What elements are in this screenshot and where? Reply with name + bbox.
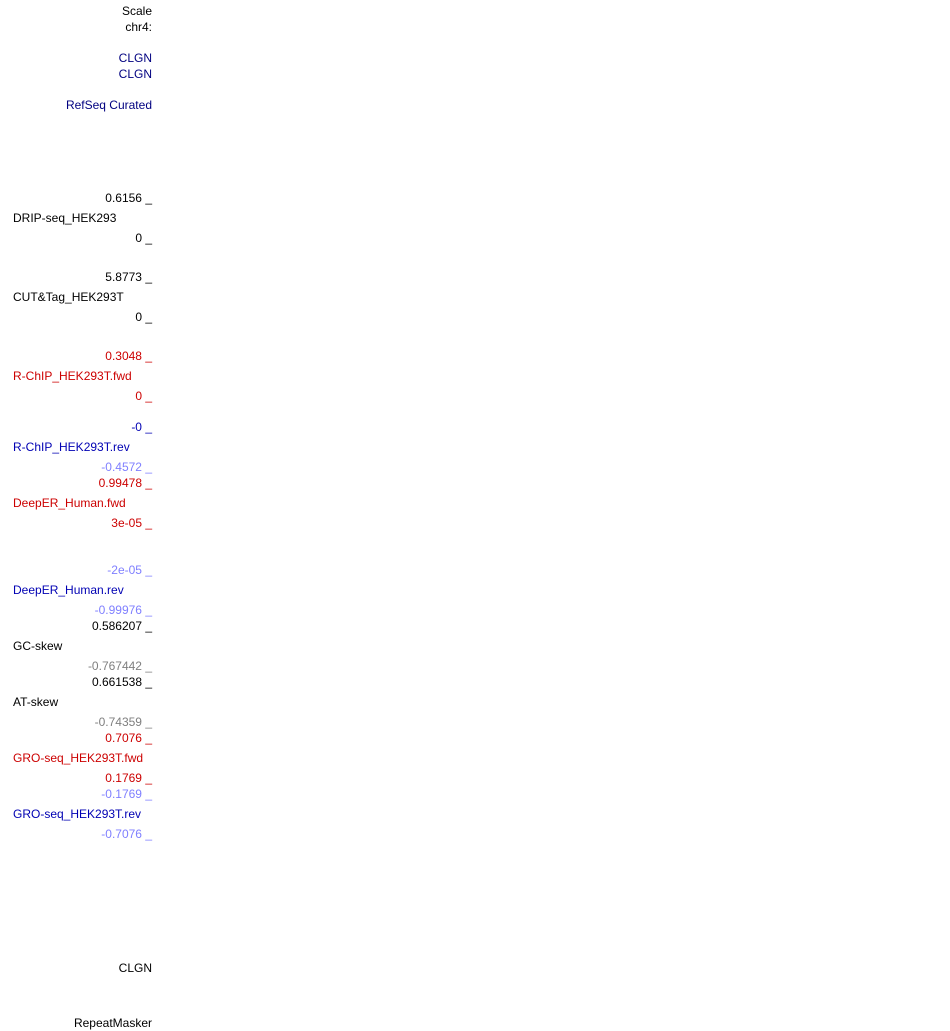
- track-label-gc-skew[interactable]: GC-skew: [13, 639, 63, 653]
- track-max-value: 5.8773 _: [105, 270, 152, 284]
- track-label-cut-and-tag[interactable]: CUT&Tag_HEK293T: [13, 290, 124, 304]
- track-min-value: 0 _: [135, 310, 152, 324]
- track-label-drip-seq[interactable]: DRIP-seq_HEK293: [13, 211, 117, 225]
- track-min-value: -0.4572 _: [101, 460, 152, 474]
- track-max-value: -2e-05 _: [107, 563, 152, 577]
- track-min-value: -0.74359 _: [94, 715, 152, 729]
- track-label-repeatmasker[interactable]: RepeatMasker: [73, 1016, 152, 1030]
- track-min-value: -0.99976 _: [94, 603, 152, 617]
- track-max-value: -0 _: [131, 420, 152, 434]
- track-label-deeper-human-fwd[interactable]: DeepER_Human.fwd: [13, 496, 126, 510]
- track-min-value: 0.1769 _: [105, 771, 152, 785]
- track-min-value: -0.767442 _: [87, 659, 152, 673]
- track-max-value: 0.99478 _: [98, 476, 152, 490]
- track-label-r-chip-fwd[interactable]: R-ChIP_HEK293T.fwd: [13, 369, 132, 383]
- track-max-value: 0.3048 _: [105, 349, 152, 363]
- track-label-refseq-curated[interactable]: RefSeq Curated: [65, 98, 152, 112]
- track-max-value: 0.7076 _: [105, 731, 152, 745]
- chrom-label: chr4:: [125, 20, 152, 34]
- scale-label: Scale: [121, 4, 152, 18]
- track-label-at-skew[interactable]: AT-skew: [13, 695, 59, 709]
- track-max-value: 0.661538 _: [91, 675, 152, 689]
- track-label-gro-seq-fwd[interactable]: GRO-seq_HEK293T.fwd: [13, 751, 144, 765]
- gene-label-clgn[interactable]: CLGN: [118, 67, 152, 81]
- track-min-value: 3e-05 _: [111, 516, 152, 530]
- track-max-value: 0.586207 _: [91, 619, 152, 633]
- gene-label-clgn[interactable]: CLGN: [118, 961, 152, 975]
- track-min-value: 0 _: [135, 389, 152, 403]
- track-label-r-chip-rev[interactable]: R-ChIP_HEK293T.rev: [13, 440, 130, 454]
- gene-label-clgn[interactable]: CLGN: [118, 51, 152, 65]
- track-max-value: 0.6156 _: [105, 191, 152, 205]
- track-min-value: 0 _: [135, 231, 152, 245]
- track-label-deeper-human-rev[interactable]: DeepER_Human.rev: [13, 583, 124, 597]
- track-max-value: -0.1769 _: [101, 787, 152, 801]
- track-min-value: -0.7076 _: [101, 827, 152, 841]
- track-label-gro-seq-rev[interactable]: GRO-seq_HEK293T.rev: [13, 807, 142, 821]
